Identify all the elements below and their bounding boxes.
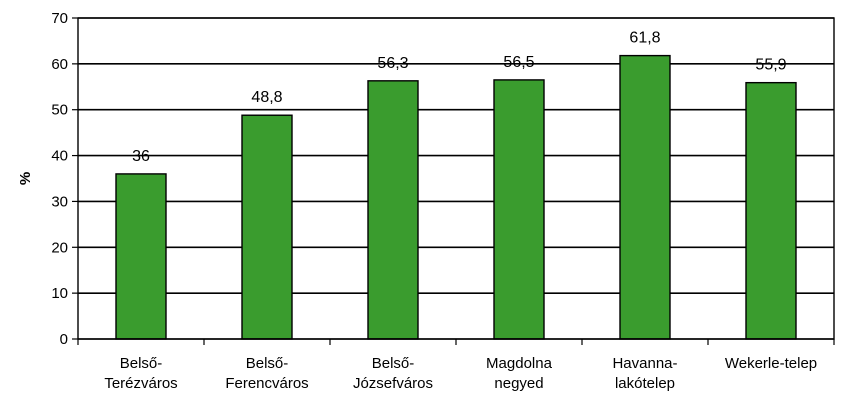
- bar: [493, 79, 545, 340]
- x-tick-label: Havanna-: [612, 355, 677, 372]
- data-label: 36: [132, 148, 150, 165]
- y-tick-label: 30: [51, 193, 68, 210]
- x-tick-label: lakótelep: [615, 375, 675, 392]
- bar: [619, 54, 671, 340]
- y-tick-label: 10: [51, 285, 68, 302]
- x-tick-label: Józsefváros: [353, 375, 433, 392]
- bar: [745, 81, 797, 340]
- x-tick-label: Magdolna: [486, 355, 553, 372]
- y-tick-label: 20: [51, 239, 68, 256]
- data-label: 61,8: [629, 30, 660, 47]
- x-tick-label: Ferencváros: [225, 375, 308, 392]
- data-label: 56,3: [377, 55, 408, 72]
- gridlines: [78, 17, 834, 294]
- x-tick-label: Belső-: [372, 355, 415, 372]
- y-tick-label: 40: [51, 148, 68, 165]
- y-axis-ticks: 0 10 20 30 40 50 60 70: [51, 10, 78, 348]
- bar: [367, 80, 419, 340]
- x-tick-label: Belső-: [120, 355, 163, 372]
- x-tick-label: Wekerle-telep: [725, 355, 817, 372]
- x-axis-labels: Belső- Terézváros Belső- Ferencváros Belső- J…: [77, 339, 835, 392]
- data-label: 55,9: [755, 57, 786, 74]
- y-tick-label: 50: [51, 102, 68, 119]
- data-label: 56,5: [503, 54, 534, 71]
- data-label: 48,8: [251, 89, 282, 106]
- y-axis-title: %: [17, 172, 34, 185]
- x-tick-label: negyed: [494, 375, 543, 392]
- bar: [115, 173, 167, 340]
- axes: [77, 17, 835, 340]
- x-tick-label: Belső-: [246, 355, 289, 372]
- plot-frame: [77, 17, 835, 340]
- data-labels: 36 48,8 56,3 56,5 61,8 55,9: [132, 30, 787, 165]
- bars: [115, 54, 797, 340]
- y-tick-label: 0: [60, 331, 68, 348]
- y-tick-label: 60: [51, 56, 68, 73]
- bar: [241, 114, 293, 340]
- x-tick-label: Terézváros: [104, 375, 177, 392]
- y-tick-label: 70: [51, 10, 68, 27]
